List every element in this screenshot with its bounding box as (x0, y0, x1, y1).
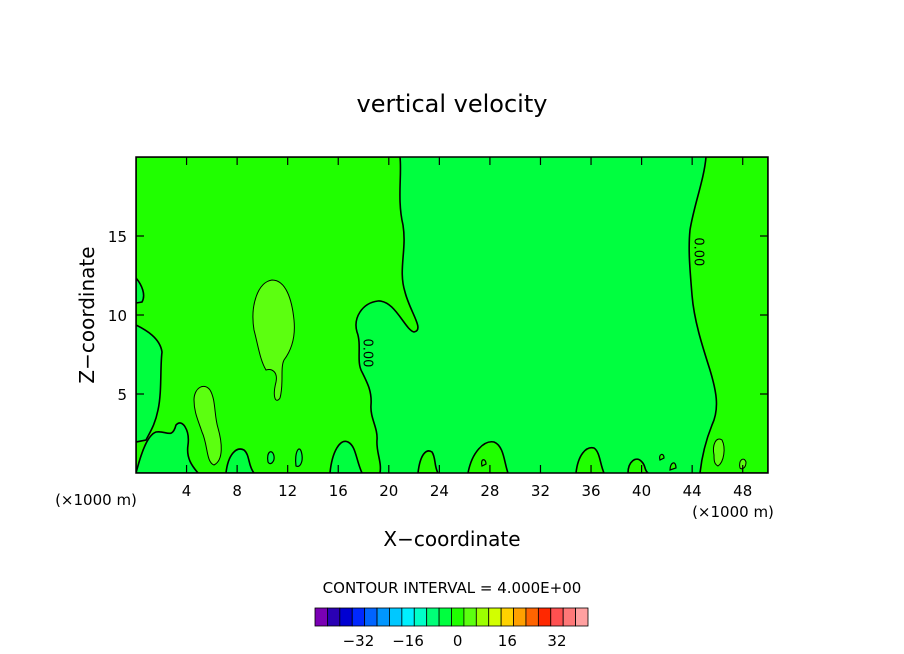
x-unit-right: (×1000 m) (692, 503, 774, 521)
plot-area (136, 157, 768, 473)
colorbar-swatch (463, 607, 477, 627)
colorbar-swatch (500, 607, 514, 627)
x-tick-label: 48 (733, 482, 752, 500)
colorbar-swatch (401, 607, 415, 627)
positive-hump (627, 458, 650, 473)
y-tick-label: 10 (108, 307, 127, 325)
x-tick-label: 36 (581, 482, 600, 500)
colorbar-swatch (575, 607, 589, 627)
positive-region-right (688, 157, 768, 473)
x-tick-label: 4 (182, 482, 192, 500)
x-unit-left: (×1000 m) (55, 491, 137, 509)
negative-pocket (295, 448, 303, 467)
x-tick-label: 24 (430, 482, 449, 500)
positive-hump (575, 446, 605, 473)
x-tick-label: 8 (232, 482, 242, 500)
colorbar-tick-label: −32 (343, 632, 375, 650)
x-tick-label: 40 (632, 482, 651, 500)
x-tick-label: 20 (379, 482, 398, 500)
colorbar-tick-label: −16 (392, 632, 424, 650)
y-axis-label: Z−coordinate (75, 246, 99, 383)
x-tick-label: 44 (683, 482, 702, 500)
chart-title: vertical velocity (357, 90, 548, 118)
colorbar-swatch (339, 607, 353, 627)
high-value-region (739, 458, 747, 470)
contour-interval-text: CONTOUR INTERVAL = 4.000E+00 (323, 579, 582, 597)
colorbar-swatch (550, 607, 564, 627)
positive-hump (659, 453, 665, 461)
colorbar-tick-label: 0 (453, 632, 463, 650)
x-tick-label: 12 (278, 482, 297, 500)
colorbar-swatch (488, 607, 502, 627)
negative-pocket (267, 451, 275, 465)
x-axis: 4 8 12 16 20 24 28 32 36 40 44 48 (182, 157, 752, 500)
contour-labels: 0.00 0.00 (360, 237, 706, 367)
colorbar-swatch (413, 607, 428, 627)
positive-hump (467, 441, 509, 473)
y-axis: 5 10 15 (108, 228, 768, 404)
high-value-region (252, 279, 295, 401)
colorbar-swatch (513, 607, 527, 627)
negative-pocket (136, 324, 163, 443)
colorbar-swatch (562, 607, 576, 627)
negative-pocket (225, 448, 256, 473)
contour-label: 0.00 (691, 237, 706, 266)
negative-pocket (136, 422, 200, 473)
colorbar-swatch (351, 607, 366, 627)
high-value-region (193, 385, 222, 466)
colorbar-swatch (475, 607, 490, 627)
positive-hump (417, 450, 439, 473)
x-axis-label: X−coordinate (383, 527, 520, 551)
colorbar-swatch (364, 607, 378, 627)
x-tick-label: 32 (531, 482, 550, 500)
high-value-region (713, 438, 725, 467)
x-tick-label: 28 (480, 482, 499, 500)
colorbar-swatch (389, 607, 403, 627)
colorbar-tick-label: 32 (547, 632, 566, 650)
colorbar-swatch (376, 607, 390, 627)
y-tick-label: 15 (108, 228, 127, 246)
colorbar-swatch (426, 607, 440, 627)
y-tick-label: 5 (117, 386, 127, 404)
colorbar-swatch (525, 607, 539, 627)
colorbar (314, 607, 589, 627)
negative-pocket (136, 276, 145, 304)
x-tick-label: 16 (329, 482, 348, 500)
colorbar-swatch (451, 607, 465, 627)
colorbar-labels: −32 −16 0 16 32 (343, 632, 567, 650)
colorbar-swatch (314, 607, 328, 627)
colorbar-swatch (438, 607, 452, 627)
colorbar-tick-label: 16 (498, 632, 517, 650)
colorbar-swatch (327, 607, 341, 627)
positive-hump (669, 462, 677, 471)
positive-hump (481, 459, 487, 467)
colorbar-swatch (537, 607, 552, 627)
contour-label: 0.00 (360, 338, 375, 367)
